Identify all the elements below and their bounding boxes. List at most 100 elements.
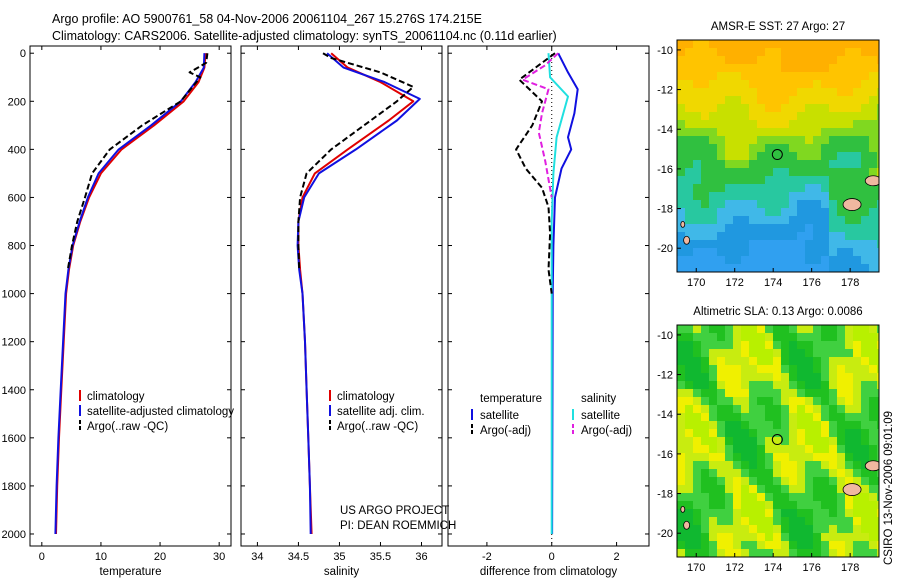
map-cell [741, 525, 750, 534]
map-cell [693, 541, 702, 550]
map-cell [765, 112, 774, 121]
map-cell [789, 501, 798, 510]
map-cell [741, 429, 750, 438]
map-cell [805, 485, 814, 494]
map-cell [821, 264, 830, 272]
map-cell [781, 429, 790, 438]
map-cell [821, 224, 830, 233]
map-cell [821, 128, 830, 137]
map-cell [765, 341, 774, 350]
map-cell [725, 152, 734, 161]
map-cell [701, 405, 710, 414]
map-cell [741, 549, 750, 557]
map-cell [781, 248, 790, 257]
map-cell [861, 381, 870, 390]
map-cell [853, 136, 862, 145]
map-cell [821, 541, 830, 550]
map-cell [725, 413, 734, 422]
map-cell [685, 349, 694, 358]
map-cell [781, 461, 790, 470]
island-shape [842, 483, 862, 496]
map-cell [757, 64, 766, 73]
map-cell [837, 429, 846, 438]
map-cell [725, 501, 734, 510]
map-cell [685, 264, 694, 272]
map-cell [861, 325, 870, 334]
map-cell [797, 413, 806, 422]
map-cell [877, 152, 879, 161]
map-cell [853, 517, 862, 526]
map-cell [805, 509, 814, 518]
map-cell [701, 160, 710, 169]
map-cell [701, 256, 710, 265]
map-cell [749, 136, 758, 145]
map-cell [789, 421, 798, 430]
map-cell [805, 136, 814, 145]
map-cell [805, 112, 814, 121]
map-cell [717, 381, 726, 390]
map-cell [733, 357, 742, 366]
map-cell [709, 453, 718, 462]
map-cell [805, 365, 814, 374]
map-cell [717, 517, 726, 526]
map-cell [765, 168, 774, 177]
map-cell [757, 72, 766, 81]
map-cell [813, 445, 822, 454]
map-cell [757, 453, 766, 462]
map-cell [717, 461, 726, 470]
map-cell [789, 365, 798, 374]
map-cell [693, 397, 702, 406]
map-cell [877, 40, 879, 49]
map-cell [845, 240, 854, 249]
map-cell [693, 176, 702, 185]
map-cell [789, 232, 798, 241]
map-cell [693, 152, 702, 161]
map-cell [773, 152, 782, 161]
map-cell [821, 437, 830, 446]
map-cell [861, 549, 870, 557]
map-cell [685, 240, 694, 249]
map-cell [813, 517, 822, 526]
map-cell [757, 256, 766, 265]
map-cell [709, 40, 718, 49]
map-cell [861, 240, 870, 249]
x-tick-label: 34.5 [288, 551, 309, 563]
map-cell [877, 485, 879, 494]
island-shape [864, 460, 879, 472]
map-cell [749, 325, 758, 334]
map-cell [685, 421, 694, 430]
map-cell [773, 40, 782, 49]
map-cell [693, 40, 702, 49]
map-cell [749, 88, 758, 97]
map-cell [853, 437, 862, 446]
map-cell [765, 517, 774, 526]
map-cell [773, 144, 782, 153]
map-cell [701, 264, 710, 272]
map-cell [845, 373, 854, 382]
map-cell [717, 152, 726, 161]
map-cell [685, 152, 694, 161]
map-cell [845, 349, 854, 358]
map-cell [677, 224, 686, 233]
map-cell [701, 501, 710, 510]
map-cell [797, 453, 806, 462]
map-cell [773, 128, 782, 137]
map-cell [733, 349, 742, 358]
map-cell [725, 232, 734, 241]
map-cell [781, 469, 790, 478]
map-cell [805, 469, 814, 478]
map-cell [765, 533, 774, 542]
map-cell [829, 248, 838, 257]
map-cell [821, 325, 830, 334]
map-cell [805, 200, 814, 209]
map-cell [837, 56, 846, 65]
map-cell [693, 200, 702, 209]
map-cell [829, 128, 838, 137]
x-tick-label: 0 [549, 551, 555, 563]
map-cell [781, 96, 790, 105]
map-cell [805, 128, 814, 137]
map-cell [677, 128, 686, 137]
map-cell [797, 365, 806, 374]
map-cell [693, 136, 702, 145]
map-cell [797, 144, 806, 153]
